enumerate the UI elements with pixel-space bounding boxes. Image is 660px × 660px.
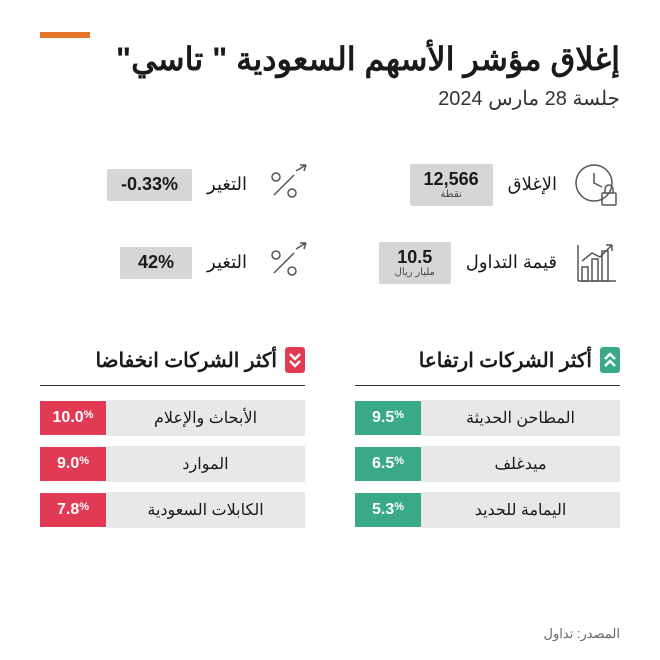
divider xyxy=(40,385,305,386)
stat-close-label: الإغلاق xyxy=(508,174,557,195)
gainer-value: 6.5% xyxy=(355,447,421,481)
list-item: الكابلات السعودية 7.8% xyxy=(40,492,305,528)
percent-trend-icon xyxy=(262,239,310,287)
losers-title: أكثر الشركات انخفاضا xyxy=(95,348,277,373)
list-item: الموارد 9.0% xyxy=(40,446,305,482)
stat-volume: قيمة التداول 10.5 مليار ريال xyxy=(350,239,620,287)
losers-block: أكثر الشركات انخفاضا الأبحاث والإعلام 10… xyxy=(40,347,305,538)
stat-volume-change-value: 42% xyxy=(134,253,178,273)
stat-volume-change: التغير 42% xyxy=(40,239,310,287)
percent-trend-icon xyxy=(262,161,310,209)
page-subtitle: جلسة 28 مارس 2024 xyxy=(40,86,620,111)
gainer-name: المطاحن الحديثة xyxy=(421,400,620,436)
stat-close-value-box: 12,566 نقطة xyxy=(410,164,493,206)
stat-close-value: 12,566 xyxy=(424,170,479,190)
loser-name: الكابلات السعودية xyxy=(106,492,305,528)
stat-volume-change-value-box: 42% xyxy=(120,247,192,279)
stat-volume-value: 10.5 xyxy=(393,248,437,268)
stats-grid: الإغلاق 12,566 نقطة التغير -0.33% xyxy=(40,161,620,287)
bar-chart-icon xyxy=(572,239,620,287)
loser-value: 10.0% xyxy=(40,401,106,435)
gainer-value: 5.3% xyxy=(355,493,421,527)
stat-close-change-value: -0.33% xyxy=(121,175,178,195)
source-text: المصدر: تداول xyxy=(544,626,620,642)
clock-lock-icon xyxy=(572,161,620,209)
stat-close-change-value-box: -0.33% xyxy=(107,169,192,201)
chevron-down-icon xyxy=(285,347,305,373)
stat-volume-unit: مليار ريال xyxy=(393,268,437,278)
stat-close-change-label: التغير xyxy=(207,174,247,195)
stat-volume-value-box: 10.5 مليار ريال xyxy=(379,242,451,284)
list-item: ميدغلف 6.5% xyxy=(355,446,620,482)
loser-name: الأبحاث والإعلام xyxy=(106,400,305,436)
list-item: المطاحن الحديثة 9.5% xyxy=(355,400,620,436)
loser-value: 7.8% xyxy=(40,493,106,527)
chevron-up-icon xyxy=(600,347,620,373)
gainer-value: 9.5% xyxy=(355,401,421,435)
stat-close-change: التغير -0.33% xyxy=(40,161,310,209)
list-item: الأبحاث والإعلام 10.0% xyxy=(40,400,305,436)
loser-name: الموارد xyxy=(106,446,305,482)
stat-volume-label: قيمة التداول xyxy=(466,252,557,273)
divider xyxy=(355,385,620,386)
page-title: إغلاق مؤشر الأسهم السعودية " تاسي" xyxy=(40,40,620,78)
stat-close: الإغلاق 12,566 نقطة xyxy=(350,161,620,209)
stat-close-unit: نقطة xyxy=(424,190,479,200)
lists-grid: أكثر الشركات ارتفاعا المطاحن الحديثة 9.5… xyxy=(40,347,620,538)
accent-bar xyxy=(40,32,90,38)
gainers-title: أكثر الشركات ارتفاعا xyxy=(419,348,592,373)
gainer-name: اليمامة للحديد xyxy=(421,492,620,528)
gainers-block: أكثر الشركات ارتفاعا المطاحن الحديثة 9.5… xyxy=(355,347,620,538)
loser-value: 9.0% xyxy=(40,447,106,481)
gainer-name: ميدغلف xyxy=(421,446,620,482)
list-item: اليمامة للحديد 5.3% xyxy=(355,492,620,528)
stat-volume-change-label: التغير xyxy=(207,252,247,273)
